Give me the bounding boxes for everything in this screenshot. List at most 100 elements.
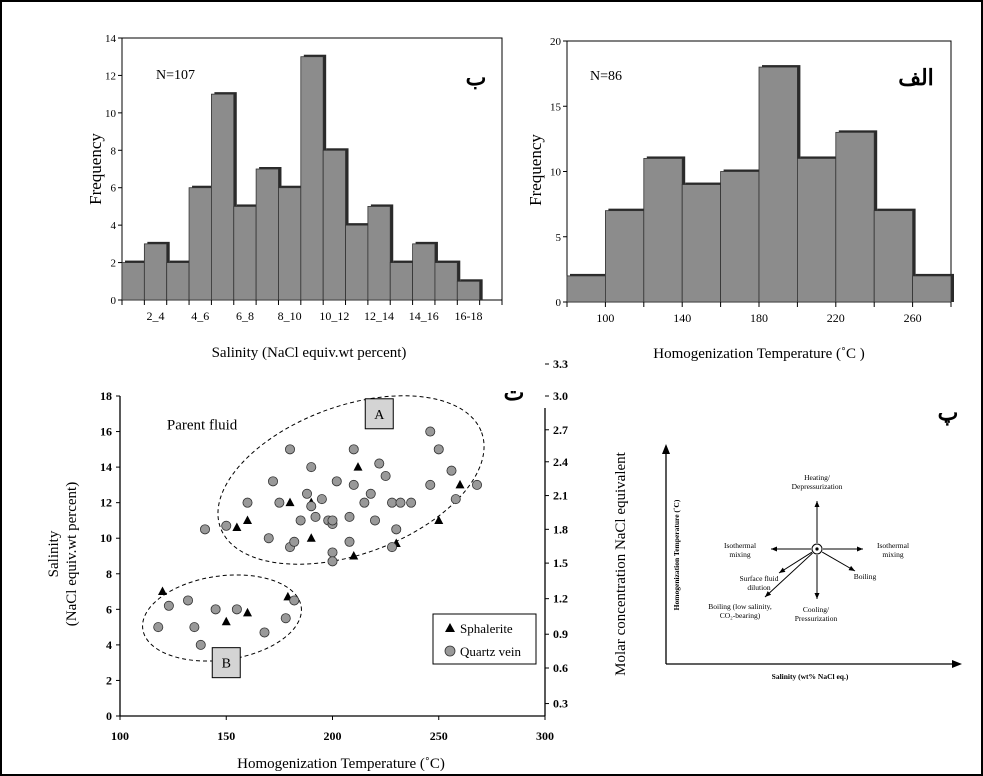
legend-quartz-vein-marker xyxy=(444,645,456,657)
parent-fluid-ellipse xyxy=(217,395,485,565)
temperature-histogram: 0 5 10 15 20 100 140 180 220 260 N=86 الف Freque… xyxy=(526,36,954,362)
diagram-xlabel: Salinity (wt% NaCl eq.) xyxy=(772,672,849,681)
x-tick-label: 250 xyxy=(430,729,448,743)
quartz-vein-point xyxy=(280,613,291,624)
y2-tick-label: 3.0 xyxy=(553,389,568,403)
bar xyxy=(322,149,346,301)
bar xyxy=(211,93,235,301)
y2-tick-label: 0.6 xyxy=(553,661,568,675)
scatter-y2label: Molar concentration NaCl equivalent xyxy=(613,451,629,676)
x-tick-label: 260 xyxy=(904,311,922,325)
y-tick-label: 6 xyxy=(111,183,117,195)
quartz-vein-point xyxy=(289,595,300,606)
group-label: A xyxy=(374,408,385,423)
bar xyxy=(720,171,760,303)
bar xyxy=(255,168,279,301)
process-label: Boiling (low salinity, xyxy=(708,602,772,611)
bar xyxy=(797,158,837,303)
quartz-vein-point xyxy=(306,501,317,512)
bar xyxy=(643,158,683,303)
legend-sphalerite-marker xyxy=(445,623,455,632)
quartz-vein-point xyxy=(369,515,380,526)
quartz-vein-point xyxy=(471,479,482,490)
x-tick-label: 2_4 xyxy=(147,309,165,323)
process-label: Isothermal xyxy=(724,541,756,550)
y-tick-label: 14 xyxy=(100,460,112,474)
y-tick-label: 12 xyxy=(100,496,112,510)
y-tick-label: 10 xyxy=(105,108,117,120)
y2-tick-label: 3.3 xyxy=(553,357,568,371)
quartz-vein-point xyxy=(365,488,376,499)
sphalerite-point xyxy=(221,616,231,626)
x-tick-label: 150 xyxy=(217,729,235,743)
x-tick-label: 200 xyxy=(324,729,342,743)
scatter-ylabel-line1: Salinity xyxy=(46,530,62,577)
y2-tick-label: 0.3 xyxy=(553,697,568,711)
process-arrowhead xyxy=(814,593,820,599)
quartz-vein-point xyxy=(386,542,397,553)
sphalerite-point xyxy=(285,497,295,507)
bar xyxy=(345,224,369,301)
y-tick-label: 0 xyxy=(106,709,112,723)
quartz-vein-point xyxy=(425,479,436,490)
y-tick-label: 18 xyxy=(100,389,112,403)
y-tick-label: 10 xyxy=(100,531,112,545)
bar xyxy=(121,262,145,301)
legend-sphalerite-label: Sphalerite xyxy=(460,621,513,636)
y2-tick-label: 2.7 xyxy=(553,423,568,437)
bar xyxy=(456,280,481,301)
quartz-vein-point xyxy=(284,444,295,455)
salinity-histogram-panel-label: ب xyxy=(466,65,487,90)
bar xyxy=(681,184,722,303)
process-label: Cooling/ xyxy=(803,605,830,614)
process-label: CO₂-bearing) xyxy=(720,611,761,620)
scatter-ylabel-line2: (NaCl equiv.wt percent) xyxy=(64,482,80,626)
quartz-vein-point xyxy=(327,547,338,558)
process-arrow xyxy=(821,551,856,572)
y2-tick-label: 1.8 xyxy=(553,522,568,536)
quartz-vein-point xyxy=(380,470,391,481)
scatter-plot: 0 2 4 6 8 10 12 14 16 18 100 150 200 250 300 0.3 0.6 0.9 1… xyxy=(46,357,629,772)
y2-tick-label: 0.9 xyxy=(553,627,568,641)
quartz-vein-point xyxy=(242,497,253,508)
process-label: mixing xyxy=(729,550,751,559)
diagram-origin-outer xyxy=(811,543,823,555)
y2-tick-label: 2.4 xyxy=(553,455,568,469)
fluid-evolution-diagram: پ Salinity (wt% NaCl eq.) Homogenization… xyxy=(662,400,962,681)
x-tick-label: 220 xyxy=(827,311,845,325)
quartz-vein-point xyxy=(301,488,312,499)
y-tick-label: 15 xyxy=(550,101,562,113)
x-tick-label: 300 xyxy=(536,729,554,743)
sphalerite-point xyxy=(353,462,363,471)
x-tick-label: 8_10 xyxy=(278,309,302,323)
group-label-box xyxy=(364,398,394,430)
process-arrow xyxy=(778,551,813,574)
process-label: Boiling xyxy=(854,572,877,581)
quartz-vein-point xyxy=(163,600,174,611)
process-arrowhead xyxy=(765,591,772,597)
y-tick-label: 2 xyxy=(106,673,112,687)
quartz-vein-point xyxy=(391,524,402,535)
process-arrow xyxy=(764,552,813,598)
process-arrowhead xyxy=(779,567,786,573)
scatter-legend-box xyxy=(432,613,537,665)
sphalerite-point xyxy=(434,515,444,524)
diagram-x-axis-arrowhead xyxy=(952,660,962,668)
bar xyxy=(912,275,952,303)
quartz-vein-point xyxy=(182,595,193,606)
quartz-vein-point xyxy=(425,426,436,437)
quartz-vein-point xyxy=(327,556,338,567)
scatter-xlabel: Homogenization Temperature (˚C) xyxy=(237,756,445,772)
salinity-histogram-xlabel: Salinity (NaCl equiv.wt percent) xyxy=(212,345,407,361)
quartz-vein-point xyxy=(195,639,206,650)
quartz-vein-point xyxy=(406,497,417,508)
process-arrowhead xyxy=(857,546,863,552)
y-tick-label: 12 xyxy=(105,70,116,82)
process-label: Pressurization xyxy=(795,614,838,623)
temperature-histogram-xlabel: Homogenization Temperature (˚C ) xyxy=(653,346,865,362)
y-tick-label: 8 xyxy=(106,567,112,581)
y2-tick-label: 2.1 xyxy=(553,489,568,503)
quartz-vein-point xyxy=(231,604,242,615)
